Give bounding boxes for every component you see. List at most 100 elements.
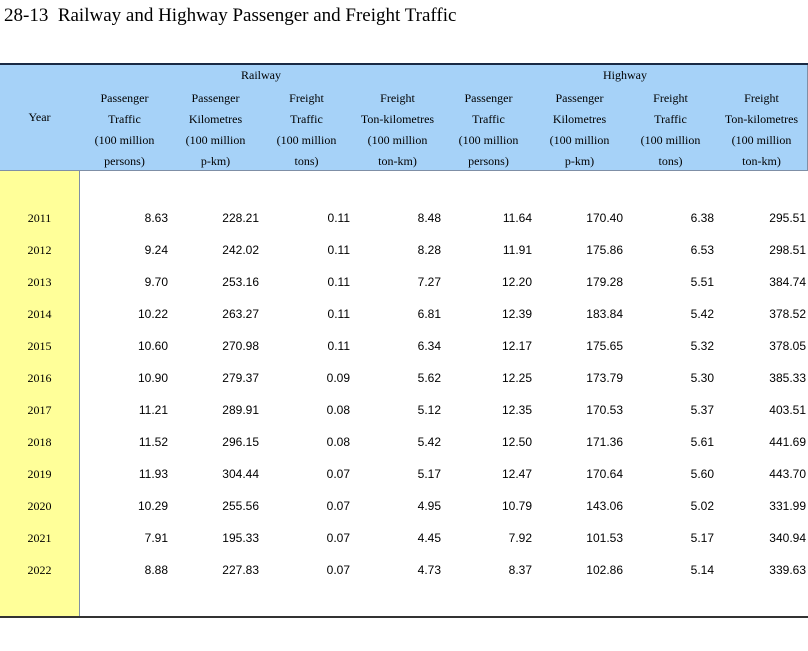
value-cell: 5.51 (690, 275, 714, 289)
column-header-line: Freight (653, 91, 688, 105)
value-cell: 143.06 (586, 499, 623, 513)
value-cell: 253.16 (222, 275, 259, 289)
value-cell: 12.25 (501, 371, 532, 385)
column-header-line: Traffic (472, 112, 505, 126)
column-header-line: (100 million (367, 133, 428, 147)
value-cell: 279.37 (222, 371, 259, 385)
column-header-line: Kilometres (552, 112, 607, 126)
column-header-line: (100 million (185, 133, 246, 147)
column-header-line: p-km) (200, 154, 231, 168)
value-cell: 0.11 (327, 243, 350, 257)
value-cell: 11.91 (502, 243, 532, 257)
value-cell: 183.84 (586, 307, 623, 321)
value-cell: 384.74 (769, 275, 806, 289)
value-cell: 0.07 (326, 531, 350, 545)
value-cell: 5.17 (690, 531, 714, 545)
value-cell: 10.29 (137, 499, 168, 513)
value-cell: 227.83 (222, 563, 259, 577)
year-cell: 2018 (27, 435, 52, 449)
value-cell: 6.53 (690, 243, 714, 257)
value-cell: 101.53 (586, 531, 623, 545)
value-cell: 170.40 (586, 211, 623, 225)
value-cell: 195.33 (222, 531, 259, 545)
column-header-cell: Passenger Kilometres (100 million p-km) (170, 86, 262, 171)
value-cell: 12.35 (501, 403, 532, 417)
year-cell: 2020 (27, 499, 52, 513)
value-cell: 270.98 (222, 339, 259, 353)
year-cell: 2019 (27, 467, 52, 481)
column-header-line: Traffic (654, 112, 687, 126)
year-cell: 2022 (27, 563, 52, 577)
column-header-cell: Freight Ton-kilometres (100 million ton-km) (352, 86, 444, 171)
value-cell: 102.86 (586, 563, 623, 577)
value-cell: 10.79 (501, 499, 532, 513)
value-cell: 228.21 (222, 211, 259, 225)
value-cell: 179.28 (586, 275, 623, 289)
value-cell: 171.36 (586, 435, 623, 449)
value-cell: 7.27 (417, 275, 441, 289)
value-cell: 5.42 (417, 435, 441, 449)
value-cell: 263.27 (222, 307, 259, 321)
column-header-cell: Passenger Traffic (100 million persons) (79, 86, 171, 171)
column-header-line: (100 million (549, 133, 610, 147)
year-cell: 2012 (27, 243, 52, 257)
group-header-cell: Highway (443, 64, 808, 87)
value-cell: 10.22 (137, 307, 168, 321)
value-cell: 4.95 (417, 499, 441, 513)
value-cell: 289.91 (222, 403, 259, 417)
value-cell: 12.47 (501, 467, 532, 481)
group-header-cell: Railway (79, 64, 444, 87)
value-cell: 170.53 (586, 403, 623, 417)
value-cell: 173.79 (586, 371, 623, 385)
value-cell: 441.69 (769, 435, 806, 449)
value-cell: 5.37 (690, 403, 714, 417)
value-cell: 403.51 (769, 403, 806, 417)
column-header-line: tons) (658, 154, 683, 168)
value-cell: 6.34 (417, 339, 441, 353)
column-header-line: Passenger (464, 91, 513, 105)
value-cell: 9.70 (144, 275, 168, 289)
value-cell: 5.60 (690, 467, 714, 481)
value-cell: 378.05 (769, 339, 806, 353)
column-header-cell: Freight Traffic (100 million tons) (261, 86, 353, 171)
value-cell: 0.09 (326, 371, 350, 385)
value-cell: 339.63 (769, 563, 806, 577)
column-header-cell: Passenger Traffic (100 million persons) (443, 86, 535, 171)
year-cell: 2015 (27, 339, 52, 353)
column-header-line: p-km) (564, 154, 595, 168)
value-cell: 175.86 (586, 243, 623, 257)
value-cell: 12.17 (501, 339, 532, 353)
value-cell: 0.11 (327, 339, 350, 353)
group-header: Highway (603, 68, 647, 82)
column-header-line: ton-km) (378, 154, 417, 168)
column-header-line: Freight (289, 91, 324, 105)
value-cell: 8.88 (144, 563, 168, 577)
value-cell: 5.14 (690, 563, 714, 577)
value-cell: 12.20 (501, 275, 532, 289)
value-cell: 331.99 (769, 499, 806, 513)
year-cell: 2016 (27, 371, 52, 385)
value-cell: 12.50 (501, 435, 532, 449)
year-cell: 2013 (27, 275, 52, 289)
column-header-line: Ton-kilometres (724, 112, 799, 126)
year-header: Year (28, 110, 51, 124)
value-cell: 5.32 (690, 339, 714, 353)
column-header-line: Passenger (191, 91, 240, 105)
column-header-cell: Freight Traffic (100 million tons) (625, 86, 717, 171)
value-cell: 0.11 (327, 307, 350, 321)
value-cell: 0.11 (327, 275, 350, 289)
value-cell: 8.37 (508, 563, 532, 577)
value-cell: 11.52 (138, 435, 168, 449)
value-cell: 5.02 (690, 499, 714, 513)
value-cell: 304.44 (222, 467, 259, 481)
column-header-cell: Passenger Kilometres (100 million p-km) (534, 86, 626, 171)
value-cell: 10.60 (137, 339, 168, 353)
value-cell: 385.33 (769, 371, 806, 385)
year-cell: 2021 (27, 531, 52, 545)
value-cell: 175.65 (586, 339, 623, 353)
value-cell: 0.07 (326, 499, 350, 513)
value-cell: 10.90 (137, 371, 168, 385)
value-cell: 11.21 (138, 403, 168, 417)
year-column-fill (0, 170, 80, 617)
